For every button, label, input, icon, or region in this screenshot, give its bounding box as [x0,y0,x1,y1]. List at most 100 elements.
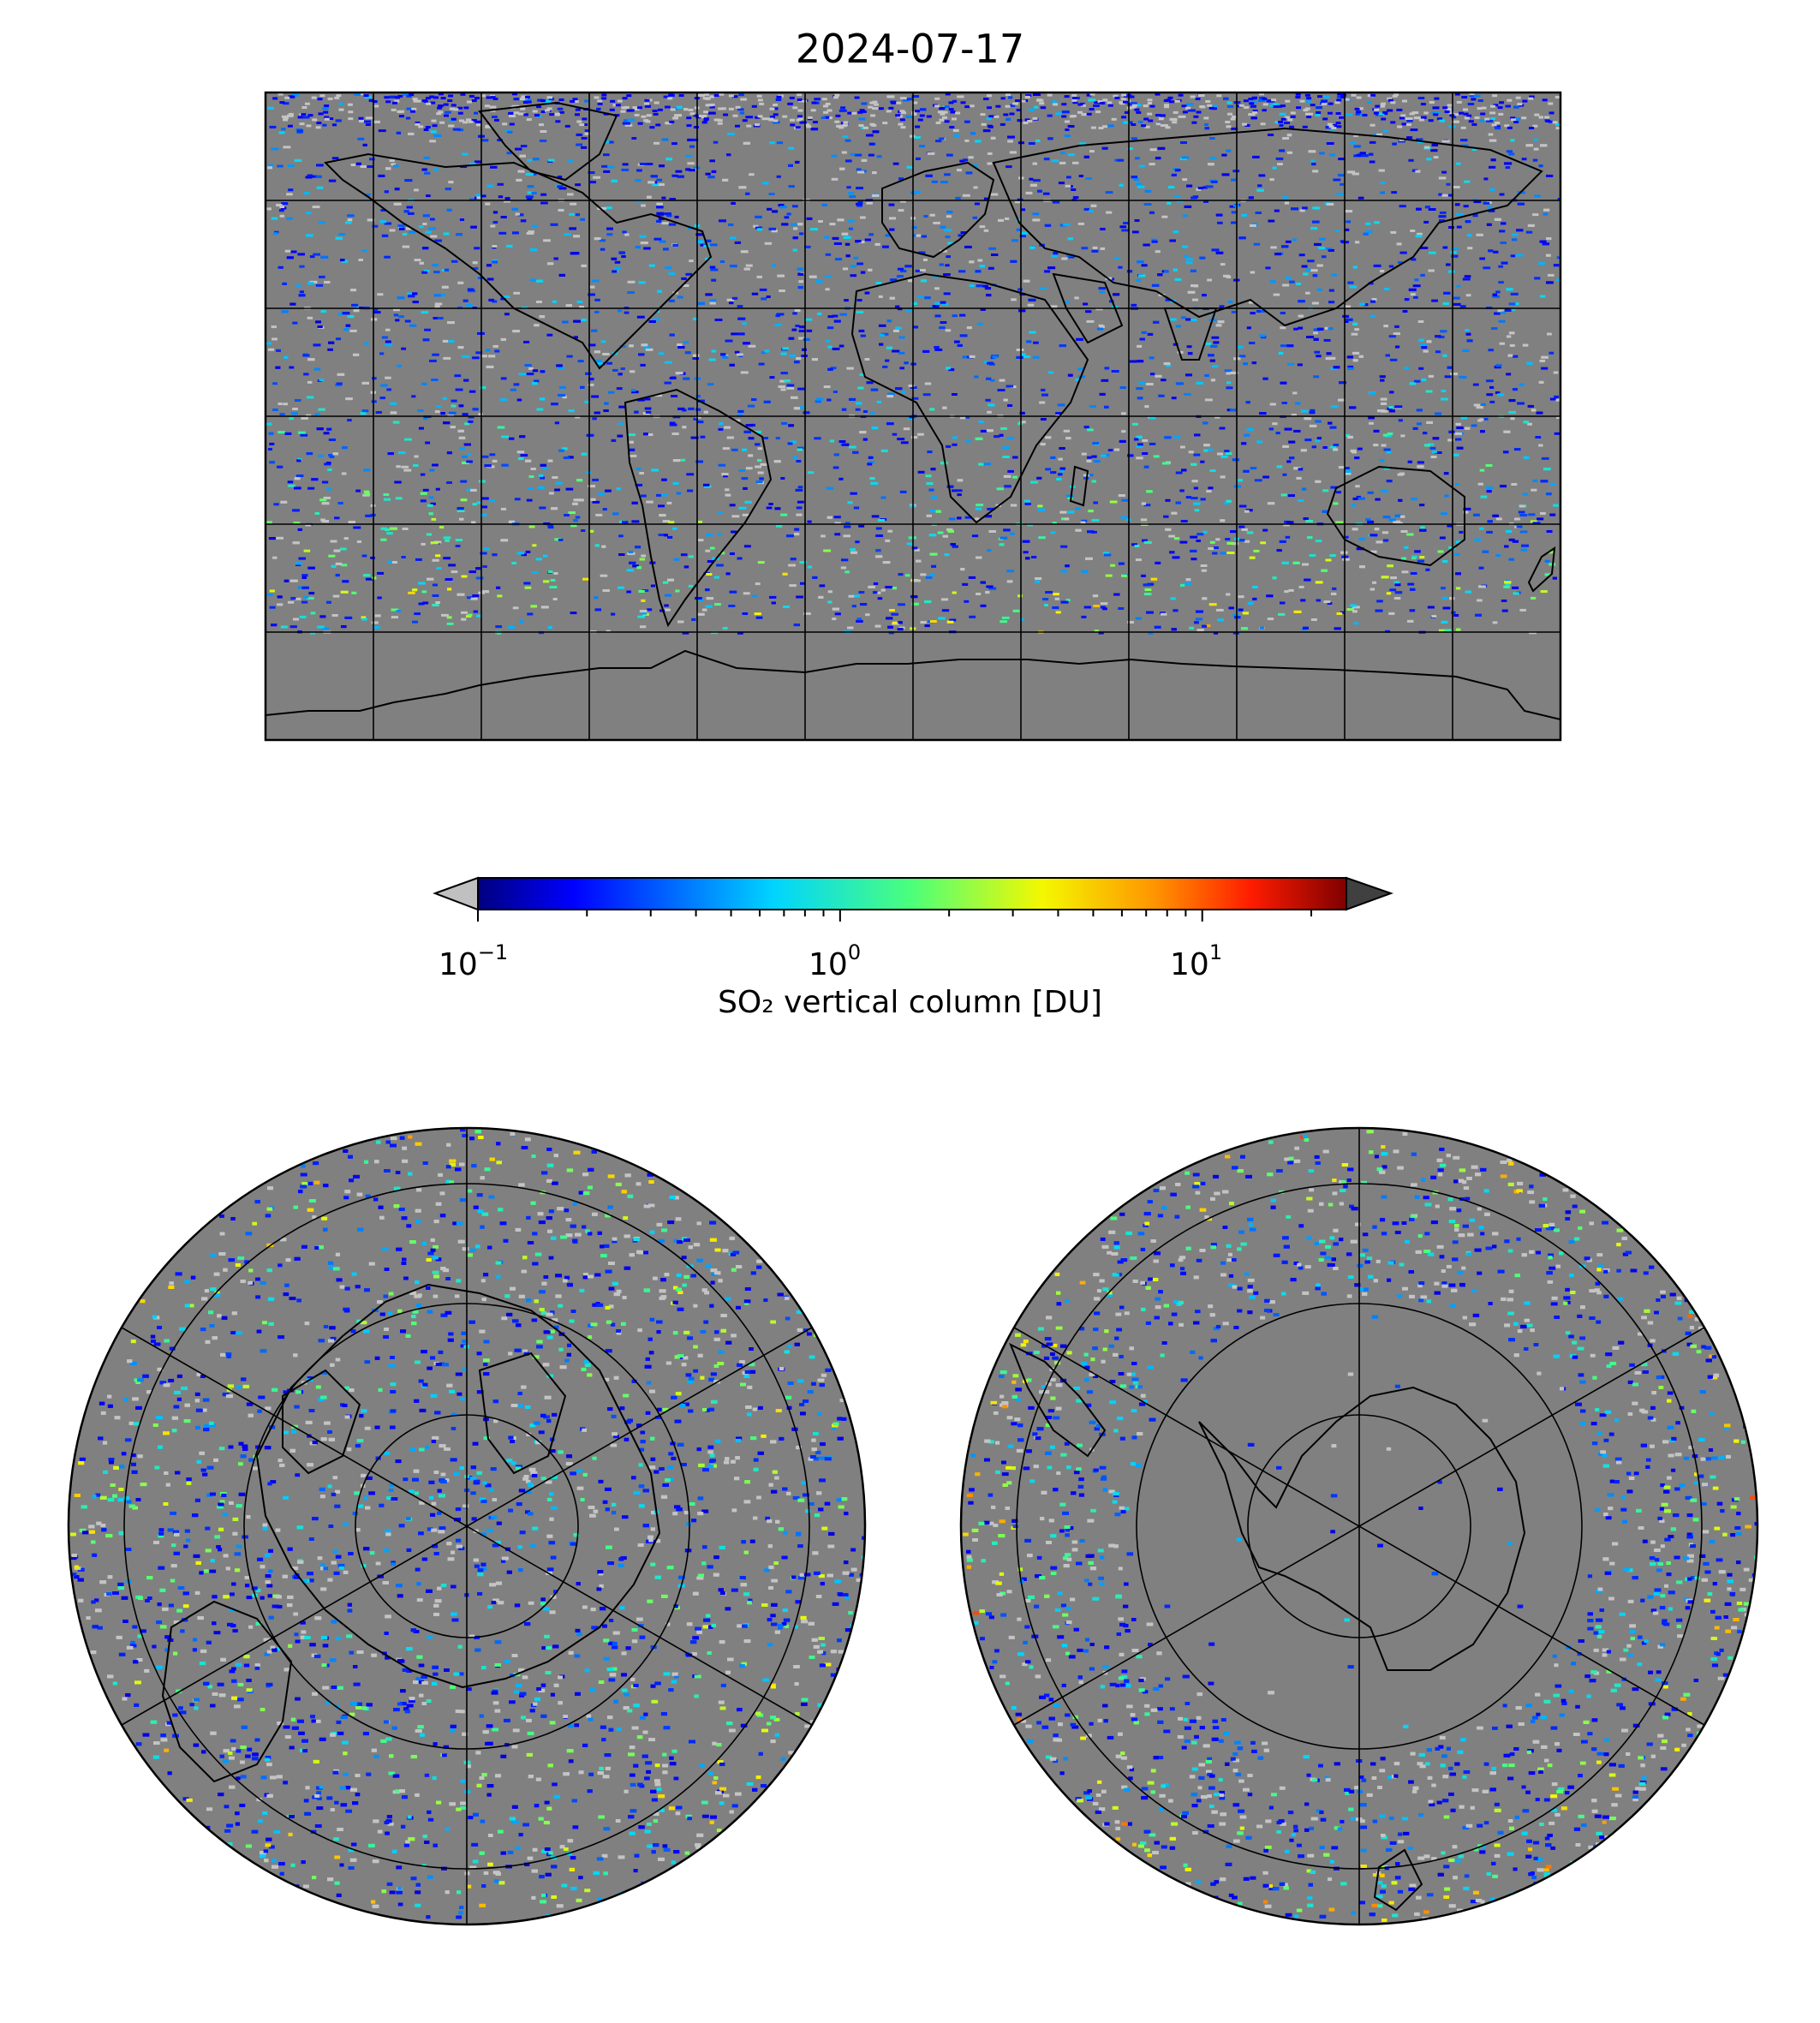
data-pixel [658,534,665,536]
data-pixel [341,625,347,629]
data-pixel [871,427,879,430]
data-pixel [1161,612,1167,616]
data-pixel [1166,364,1172,367]
data-pixel [837,218,844,222]
data-pixel [687,162,695,165]
data-pixel [721,473,729,476]
data-pixel [1092,442,1100,445]
data-pixel [1171,511,1178,515]
data-pixel [701,608,707,612]
data-pixel [664,604,669,607]
data-pixel [1238,595,1244,599]
data-pixel [462,461,469,464]
data-pixel [979,265,986,268]
data-pixel [1066,176,1071,179]
data-pixel [887,392,895,396]
data-pixel [1316,106,1322,110]
data-pixel [873,591,878,594]
data-pixel [688,584,693,588]
data-pixel [855,240,862,243]
data-pixel [820,116,826,119]
data-pixel [1520,548,1528,552]
data-pixel [1242,612,1249,615]
data-pixel [1180,445,1185,449]
data-pixel [999,433,1004,437]
data-pixel [663,248,669,251]
data-pixel [372,377,377,380]
data-pixel [272,337,277,341]
data-pixel [294,597,301,600]
data-pixel [789,440,797,444]
data-pixel [565,487,574,491]
data-pixel [430,130,437,134]
data-pixel [1372,581,1377,584]
data-pixel [731,515,740,518]
data-pixel [651,468,659,472]
data-pixel [363,120,371,123]
data-pixel [1141,574,1146,577]
data-pixel [1533,138,1538,141]
data-pixel [971,534,979,538]
data-pixel [283,579,289,582]
data-pixel [1459,305,1466,308]
data-pixel [920,108,927,111]
data-pixel [611,179,618,182]
data-pixel [980,604,987,607]
data-pixel [307,358,315,361]
data-pixel [1389,588,1397,592]
data-pixel [1448,430,1455,433]
data-pixel [398,227,405,230]
data-pixel [980,429,988,433]
data-pixel [940,321,947,324]
data-pixel [666,214,672,218]
data-pixel [1532,213,1539,217]
data-pixel [573,319,581,323]
data-pixel [432,353,439,356]
data-pixel [882,365,888,368]
data-pixel [1164,270,1169,273]
data-pixel [1510,139,1515,142]
data-pixel [673,558,680,561]
data-pixel [552,300,557,303]
data-pixel [911,602,919,606]
data-pixel [572,502,578,505]
data-pixel [1142,539,1148,542]
data-pixel [858,329,865,332]
data-pixel [628,551,634,554]
data-pixel [832,236,839,240]
data-pixel [1349,285,1358,289]
data-pixel [888,203,895,206]
data-pixel [1382,516,1391,519]
data-pixel [969,284,975,287]
data-pixel [525,459,532,462]
data-pixel [383,493,390,496]
data-pixel [664,594,672,597]
data-pixel [953,134,960,137]
data-pixel [1022,540,1030,543]
data-pixel [547,459,553,462]
data-pixel [266,342,272,345]
data-pixel [277,431,285,434]
data-pixel [563,457,570,459]
data-pixel [1000,536,1008,540]
data-pixel [377,571,385,575]
data-pixel [858,591,865,594]
data-pixel [1413,379,1421,383]
data-pixel [414,188,419,192]
data-pixel [1016,218,1022,222]
data-pixel [1194,433,1201,437]
data-pixel [663,608,671,612]
data-pixel [282,282,287,285]
data-pixel [1506,373,1512,376]
data-pixel [922,349,930,353]
data-pixel [1546,492,1552,496]
data-pixel [600,574,608,577]
data-pixel [1209,540,1215,544]
data-pixel [1447,524,1453,528]
data-pixel [1284,427,1292,431]
data-pixel [1298,499,1304,502]
data-pixel [1491,327,1498,330]
data-pixel [1539,240,1547,243]
data-pixel [1001,616,1010,619]
data-pixel [618,405,625,409]
